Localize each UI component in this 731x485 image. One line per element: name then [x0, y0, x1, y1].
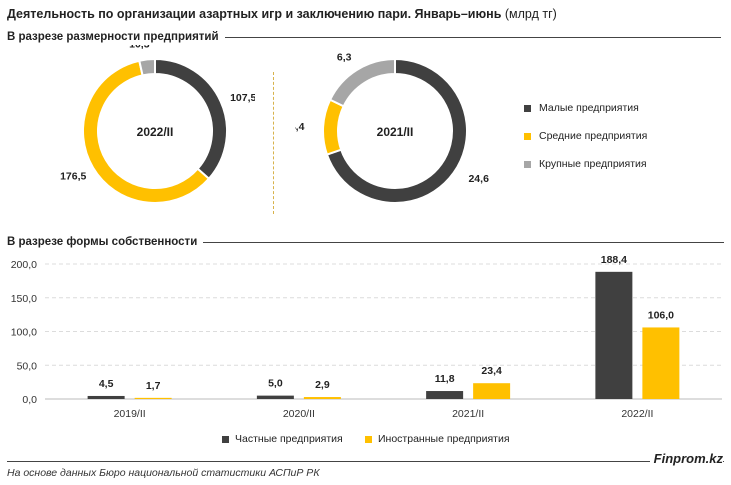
legend-large-swatch	[524, 160, 531, 168]
donut-2021-label-small: 24,6	[468, 173, 489, 185]
legend-medium-swatch	[524, 132, 531, 140]
section-size-header: В разрезе размерности предприятий	[7, 31, 721, 43]
source-note: На основе данных Бюро национальной стати…	[7, 467, 320, 479]
data-label-private-2019/II: 4,5	[99, 378, 114, 390]
donut-2021-slice-small	[325, 57, 468, 204]
legend-small: Малые предприятия	[524, 102, 639, 114]
donut-2022-label-large: 10,3	[129, 45, 150, 51]
bar-private-2020/II	[256, 395, 294, 399]
donut-2021-slice-large	[328, 57, 396, 108]
legend-private-label: Частные предприятия	[235, 433, 343, 445]
bar-chart: 0,0 50,0 100,0 150,0 200,0 4,5 1,7 2019/II 5,0 2,…	[11, 254, 722, 420]
donut-2021-label-large: 6,3	[337, 51, 352, 63]
donut-2021-slice-medium	[322, 98, 345, 156]
legend-large-label: Крупные предприятия	[539, 158, 647, 170]
bar-foreign-2021/II	[473, 383, 511, 399]
donut-2021-svg: 24,6 4,4 6,3 2021/II	[290, 51, 489, 204]
data-label-foreign-2022/II: 106,0	[648, 309, 674, 321]
bar-private-2019/II	[87, 395, 125, 399]
legend-foreign: Иностранные предприятия	[365, 433, 510, 445]
footer-rule	[7, 461, 724, 462]
y-tick-label: 150,0	[11, 293, 37, 305]
donut-2021-label-medium: 4,4	[295, 121, 305, 133]
donut-2022-slice-small	[154, 57, 228, 181]
data-label-private-2022/II: 188,4	[601, 254, 627, 266]
legend-medium: Средние предприятия	[524, 130, 647, 142]
y-tick-label: 50,0	[17, 360, 38, 372]
x-tick-label: 2020/II	[283, 408, 315, 420]
data-label-foreign-2019/II: 1,7	[146, 380, 161, 392]
donut-2022-slice-large	[138, 57, 156, 77]
legend-small-label: Малые предприятия	[539, 102, 639, 114]
x-tick-label: 2022/II	[621, 408, 653, 420]
legend-private-swatch	[222, 435, 229, 443]
section-ownership-rule	[203, 241, 725, 243]
legend-large: Крупные предприятия	[524, 158, 647, 170]
donut-2021: 24,6 4,4 6,3 2021/II	[290, 45, 495, 240]
legend-private: Частные предприятия	[222, 433, 343, 445]
bar-foreign-2019/II	[134, 397, 172, 399]
donut-2022-label-medium: 176,5	[60, 171, 86, 183]
y-tick-label: 200,0	[11, 259, 37, 271]
bar-foreign-2020/II	[303, 397, 341, 399]
donut-divider	[273, 72, 274, 214]
section-size-rule	[224, 36, 721, 38]
data-label-foreign-2020/II: 2,9	[315, 379, 330, 391]
y-tick-label: 100,0	[11, 327, 37, 339]
bar-private-2022/II	[595, 271, 633, 399]
donut-2021-center-label: 2021/II	[377, 125, 414, 139]
x-tick-label: 2019/II	[114, 408, 146, 420]
legend-small-swatch	[524, 104, 531, 112]
data-label-private-2020/II: 5,0	[268, 378, 283, 390]
data-label-private-2021/II: 11,8	[435, 373, 455, 385]
data-label-foreign-2021/II: 23,4	[481, 365, 502, 377]
section-ownership-header: В разрезе формы собственности	[7, 236, 725, 248]
donut-2022: 107,5 176,5 10,3 2022/II	[55, 39, 257, 240]
y-tick-label: 0,0	[22, 394, 37, 406]
chart-title: Деятельность по организации азартных игр…	[7, 7, 557, 21]
section-size-title: В разрезе размерности предприятий	[7, 31, 219, 43]
bar-foreign-2022/II	[642, 327, 680, 399]
legend-medium-label: Средние предприятия	[539, 130, 648, 142]
bar-private-2021/II	[426, 391, 464, 399]
legend-foreign-swatch	[365, 435, 372, 443]
section-ownership-title: В разрезе формы собственности	[7, 236, 198, 248]
legend-foreign-label: Иностранные предприятия	[378, 433, 510, 445]
x-tick-label: 2021/II	[452, 408, 484, 420]
brand-logo: Finprom.kz	[649, 451, 723, 466]
donut-2022-svg: 107,5 176,5 10,3 2022/II	[60, 39, 257, 204]
donut-2022-label-small: 107,5	[230, 92, 255, 104]
donut-2022-center-label: 2022/II	[137, 125, 174, 139]
